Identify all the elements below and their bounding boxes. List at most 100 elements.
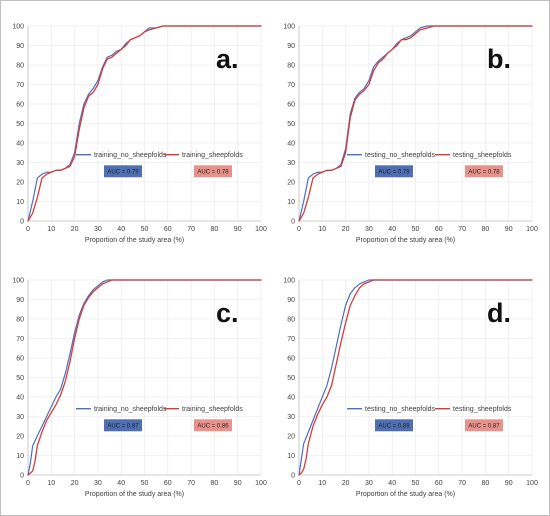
x-tick-label: 50 [412,226,420,233]
x-tick-label: 40 [117,480,125,487]
y-tick-label: 90 [287,297,295,304]
y-tick-label: 100 [283,277,295,284]
x-tick-label: 80 [482,480,490,487]
auc-box [104,419,142,432]
panel-letter: b. [487,44,511,74]
series-line-training-sheepfolds [27,279,262,476]
x-tick-label: 10 [318,226,326,233]
x-axis-title: Proportion of the study area (%) [85,237,184,244]
legend-label: training_sheepfolds [182,406,243,413]
x-axis-title: Proportion of the study area (%) [85,491,184,498]
y-tick-label: 100 [12,277,24,284]
x-tick-label: 90 [505,480,513,487]
x-axis-title: Proportion of the study area (%) [356,491,455,498]
y-tick-label: 30 [287,414,295,421]
x-tick-label: 70 [187,480,195,487]
auc-box [194,419,232,432]
y-tick-label: 70 [16,82,24,89]
x-tick-label: 10 [47,480,55,487]
y-tick-label: 10 [287,199,295,206]
y-tick-label: 90 [16,43,24,50]
y-tick-label: 60 [16,101,24,108]
legend-label: training_no_sheepfolds [94,152,167,159]
x-tick-label: 100 [526,226,538,233]
auc-label: AUC = 0.78 [468,169,500,175]
x-tick-label: 100 [255,480,267,487]
x-tick-label: 30 [94,226,102,233]
legend-label: testing_no_sheepfolds [365,152,436,159]
y-tick-label: 30 [16,414,24,421]
x-tick-label: 20 [71,480,79,487]
legend-label: testing_no_sheepfolds [365,406,436,413]
auc-box [104,165,142,178]
legend-label: testing_sheepfolds [453,406,512,413]
y-tick-label: 10 [16,453,24,460]
x-tick-label: 40 [388,226,396,233]
auc-box [194,165,232,178]
x-tick-label: 40 [388,480,396,487]
x-tick-label: 30 [365,480,373,487]
auc-box [465,165,503,178]
x-tick-label: 100 [255,226,267,233]
y-tick-label: 50 [16,375,24,382]
chart-svg-b: 0 10 20 30 40 50 60 70 80 90 100 0 10 20 30 40 50 60 70 80 9… [283,23,538,244]
y-tick-label: 0 [291,218,295,225]
y-tick-label: 70 [16,336,24,343]
y-tick-label: 90 [16,297,24,304]
chart-svg-a: 0 10 20 30 40 50 60 70 80 90 100 0 10 20 30 40 50 60 70 80 9… [12,23,267,244]
x-tick-label: 20 [342,226,350,233]
y-tick-label: 50 [287,121,295,128]
y-tick-label: 20 [287,179,295,186]
auc-label: AUC = 0.89 [378,423,410,429]
y-tick-label: 20 [287,433,295,440]
y-tick-label: 60 [287,101,295,108]
x-tick-label: 80 [211,480,219,487]
chart-svg-c: 0 10 20 30 40 50 60 70 80 90 100 0 10 20 30 40 50 60 70 80 9… [12,277,267,498]
y-tick-label: 20 [16,433,24,440]
legend-label: training_no_sheepfolds [94,406,167,413]
y-tick-label: 50 [287,375,295,382]
y-tick-label: 70 [287,82,295,89]
x-tick-label: 0 [297,226,301,233]
series-line-testing-sheepfolds [298,279,533,476]
x-tick-label: 90 [234,480,242,487]
x-tick-label: 20 [342,480,350,487]
y-tick-label: 100 [12,23,24,30]
x-tick-label: 60 [164,480,172,487]
x-tick-label: 70 [458,480,466,487]
auc-label: AUC = 0.86 [197,423,229,429]
legend-label: training_sheepfolds [182,152,243,159]
x-tick-label: 50 [141,226,149,233]
y-tick-label: 90 [287,43,295,50]
auc-box [465,419,503,432]
y-tick-label: 40 [16,394,24,401]
y-tick-label: 10 [287,453,295,460]
series-line-training-sheepfolds [27,25,262,222]
x-tick-label: 0 [297,480,301,487]
chart-svg-d: 0 10 20 30 40 50 60 70 80 90 100 0 10 20 30 40 50 60 70 80 9… [283,277,538,498]
x-tick-label: 40 [117,226,125,233]
x-tick-label: 10 [318,480,326,487]
auc-label: AUC = 0.79 [378,169,410,175]
x-tick-label: 10 [47,226,55,233]
auc-box [375,419,413,432]
x-tick-label: 50 [141,480,149,487]
series-line-testing-sheepfolds [298,25,533,222]
y-tick-label: 0 [20,218,24,225]
y-tick-label: 80 [16,316,24,323]
chart-panel-c: 0 10 20 30 40 50 60 70 80 90 100 0 10 20 30 40 50 60 70 80 9… [4,258,274,512]
y-tick-label: 50 [16,121,24,128]
y-tick-label: 40 [287,394,295,401]
y-tick-label: 100 [283,23,295,30]
y-tick-label: 80 [287,316,295,323]
x-tick-label: 30 [94,480,102,487]
x-tick-label: 80 [482,226,490,233]
y-tick-label: 20 [16,179,24,186]
auc-label: AUC = 0.78 [197,169,229,175]
chart-panel-d: 0 10 20 30 40 50 60 70 80 90 100 0 10 20 30 40 50 60 70 80 9… [275,258,545,512]
panel-letter: c. [216,298,239,328]
x-tick-label: 70 [187,226,195,233]
x-tick-label: 0 [26,226,30,233]
auc-box [375,165,413,178]
x-tick-label: 70 [458,226,466,233]
